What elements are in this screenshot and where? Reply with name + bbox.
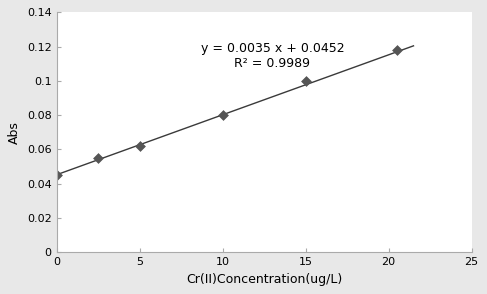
Point xyxy=(53,173,60,178)
Text: y = 0.0035 x + 0.0452
R² = 0.9989: y = 0.0035 x + 0.0452 R² = 0.9989 xyxy=(201,41,344,69)
Point xyxy=(135,144,143,148)
Y-axis label: Abs: Abs xyxy=(8,121,21,144)
X-axis label: Cr(II)Concentration(ug/L): Cr(II)Concentration(ug/L) xyxy=(186,273,342,286)
Point xyxy=(393,48,401,52)
Point xyxy=(94,156,102,160)
Point xyxy=(301,78,309,83)
Point xyxy=(219,113,226,118)
